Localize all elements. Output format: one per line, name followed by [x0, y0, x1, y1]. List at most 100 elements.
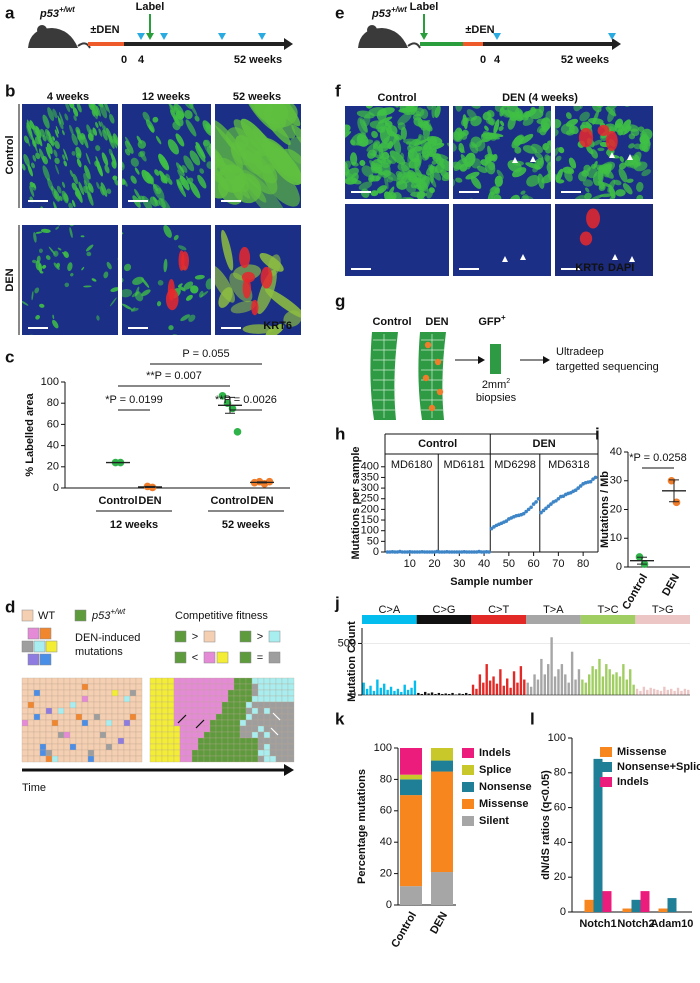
tissue-cell: [27, 695, 35, 703]
group-label: DEN: [425, 316, 448, 328]
labelled-clone: [184, 110, 193, 120]
labelled-clone: [26, 122, 33, 138]
tissue-cell: [129, 689, 137, 697]
tissue-cell: [257, 689, 265, 697]
labelled-clone: [48, 246, 56, 255]
micrograph: [453, 204, 551, 276]
labelled-clone: [359, 160, 366, 167]
bar: [659, 690, 663, 695]
tissue-cell: [215, 689, 223, 697]
labelled-clone: [363, 113, 371, 127]
labelled-clone: [82, 134, 89, 149]
labelled-clone: [568, 125, 579, 135]
tissue-cell: [179, 695, 187, 703]
panel-label: d: [5, 597, 15, 616]
tissue-cell: [129, 737, 137, 745]
tissue-cell: [215, 701, 223, 709]
tissue-cell: [51, 755, 59, 763]
tissue-cell: [105, 695, 113, 703]
tissue-cell: [21, 701, 29, 709]
labelled-clone: [85, 244, 94, 252]
tissue-cell: [45, 719, 53, 727]
tissue-cell: [197, 695, 205, 703]
bar: [447, 693, 451, 695]
y-tick-label: 60: [554, 802, 566, 814]
labelled-clone: [514, 113, 523, 122]
bar: [601, 676, 605, 695]
tissue-cell: [33, 707, 41, 715]
tissue-cell: [173, 755, 181, 763]
labelled-clone: [35, 260, 41, 271]
tissue-cell: [63, 731, 71, 739]
tissue-cell: [27, 689, 35, 697]
labelled-clone: [371, 162, 382, 174]
tissue-cell: [57, 689, 65, 697]
bar: [622, 664, 625, 695]
labelled-clone: [22, 163, 26, 171]
bar-segment: [431, 748, 453, 761]
tissue-cell: [69, 743, 77, 751]
bar: [560, 664, 564, 695]
tissue-cell: [287, 725, 295, 733]
bar: [468, 693, 471, 695]
labelled-clone: [384, 170, 398, 182]
tissue-cell: [123, 707, 131, 715]
tissue-cell: [123, 749, 131, 757]
tissue-cell: [281, 677, 289, 685]
tissue-cell: [239, 731, 247, 739]
tissue-cell: [257, 677, 265, 685]
labelled-clone: [39, 335, 45, 339]
tissue-cell: [227, 677, 235, 685]
tissue-cell: [129, 749, 137, 757]
labelled-clone: [177, 169, 184, 181]
tissue-cell: [275, 749, 283, 757]
tissue-cell: [173, 731, 181, 739]
labelled-clone: [122, 303, 133, 310]
tissue-cell: [111, 707, 119, 715]
tissue-cell: [105, 755, 113, 763]
bar: [656, 689, 659, 695]
timeline-tick: 4: [138, 54, 145, 66]
tissue-cell: [203, 743, 211, 751]
labelled-clone: [69, 124, 74, 136]
tissue-cell: [227, 689, 235, 697]
labelled-clone: [470, 106, 481, 109]
labelled-clone: [172, 121, 181, 131]
tissue-cell: [87, 743, 95, 751]
labelled-clone: [215, 151, 251, 199]
cell-swatch: [216, 651, 229, 664]
legend-label: Splice: [479, 764, 511, 776]
tissue-cell: [167, 737, 175, 745]
bar-segment: [431, 760, 453, 772]
x-tick-label: 10: [404, 558, 416, 570]
labelled-clone: [122, 178, 128, 187]
data-point: [440, 550, 444, 554]
labelled-clone: [110, 287, 118, 292]
bar: [632, 684, 635, 695]
labelled-clone: [371, 130, 378, 139]
tissue-cell: [263, 707, 271, 715]
tissue-cell: [69, 725, 77, 733]
labelled-clone: [71, 133, 78, 146]
tissue-cell: [57, 695, 65, 703]
tissue-cell: [21, 695, 29, 703]
stain-label: KRT6: [575, 262, 604, 274]
legend-label: Nonsense: [479, 781, 532, 793]
tissue-cell: [33, 737, 41, 745]
biopsy: [490, 344, 501, 374]
tissue-cell: [245, 683, 253, 691]
significance-label: **P = 0.0026: [215, 394, 277, 406]
tissue-cell: [81, 701, 89, 709]
labelled-clone: [175, 110, 185, 120]
tissue-cell: [45, 755, 53, 763]
panel-label: j: [334, 593, 340, 612]
labelled-clone: [607, 108, 616, 123]
tissue-cell: [129, 719, 137, 727]
data-point: [425, 550, 429, 554]
labelled-clone: [58, 112, 65, 126]
genotype-sup: +/wt: [110, 607, 126, 616]
tissue-cell: [233, 755, 241, 763]
labelled-clone: [476, 165, 488, 174]
label-event: Label: [136, 1, 165, 13]
x-tick-label: Control: [620, 572, 650, 612]
